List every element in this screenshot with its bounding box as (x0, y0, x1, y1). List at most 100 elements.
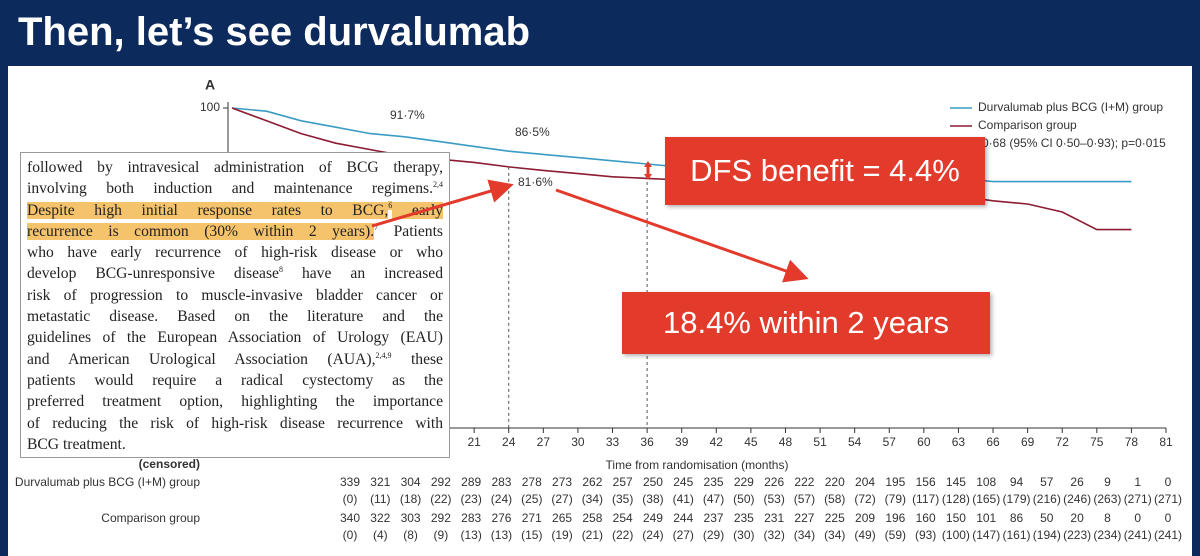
text-segment: metastatic disease. Based on the literat… (27, 308, 443, 326)
risk-censored: (241) (1124, 528, 1152, 542)
risk-censored: (47) (703, 492, 724, 506)
x-tick-label: 45 (744, 435, 758, 449)
risk-count: 322 (370, 511, 390, 525)
risk-censored: (41) (673, 492, 694, 506)
risk-header: (censored) (139, 457, 200, 471)
risk-censored: (0) (343, 528, 358, 542)
x-axis-label: Time from randomisation (months) (606, 458, 789, 472)
text-line: patients would require a radical cystect… (27, 370, 443, 391)
x-tick-label: 78 (1125, 435, 1139, 449)
annotation: 86·5% (515, 125, 550, 139)
text-segment: BCG treatment. (27, 435, 126, 453)
risk-censored: (223) (1063, 528, 1091, 542)
risk-censored: (34) (824, 528, 845, 542)
risk-censored: (27) (673, 528, 694, 542)
risk-count: 292 (431, 475, 451, 489)
superscript: 2,4 (433, 180, 443, 190)
risk-count: 145 (946, 475, 966, 489)
risk-censored: (165) (972, 492, 1000, 506)
text-segment: and American Urological Association (AUA… (27, 350, 376, 368)
risk-count: 101 (976, 511, 996, 525)
risk-censored: (179) (1003, 492, 1031, 506)
text-segment: recurrence is common (30% within 2 years… (27, 222, 375, 240)
risk-count: 8 (1104, 511, 1111, 525)
text-segment: involving both induction and maintenance… (27, 180, 433, 198)
x-tick-label: 81 (1159, 435, 1173, 449)
text-line: Despite high initial response rates to B… (27, 200, 443, 221)
risk-censored: (21) (582, 528, 603, 542)
text-line: guidelines of the European Association o… (27, 327, 443, 348)
risk-censored: (22) (430, 492, 451, 506)
text-segment: develop BCG-unresponsive disease (27, 265, 279, 283)
text-line: of reducing the risk of high-risk diseas… (27, 413, 443, 434)
x-tick-label: 36 (640, 435, 654, 449)
panel-label: A (205, 77, 215, 93)
risk-censored: (35) (612, 492, 633, 506)
text-line: develop BCG-unresponsive disease8 have a… (27, 263, 443, 284)
callout: DFS benefit = 4.4% (665, 137, 985, 205)
x-tick-label: 39 (675, 435, 689, 449)
text-segment: who have early recurrence of high-risk d… (27, 244, 443, 262)
risk-count: 220 (825, 475, 845, 489)
legend-label: Durvalumab plus BCG (I+M) group (978, 100, 1163, 114)
risk-censored: (30) (733, 528, 754, 542)
text-segment: guidelines of the European Association o… (27, 329, 443, 347)
risk-count: 9 (1104, 475, 1111, 489)
text-line: followed by intravesical administration … (27, 157, 443, 178)
text-line: risk of progression to muscle-invasive b… (27, 285, 443, 306)
risk-censored: (9) (434, 528, 449, 542)
risk-censored: (128) (942, 492, 970, 506)
risk-censored: (11) (370, 492, 390, 506)
risk-censored: (216) (1033, 492, 1061, 506)
risk-censored: (263) (1093, 492, 1121, 506)
x-tick-label: 30 (571, 435, 585, 449)
risk-count: 209 (855, 511, 875, 525)
risk-count: 244 (673, 511, 693, 525)
risk-count: 26 (1070, 475, 1084, 489)
x-tick-label: 51 (813, 435, 827, 449)
risk-count: 86 (1010, 511, 1024, 525)
risk-censored: (117) (912, 492, 939, 506)
risk-count: 340 (340, 511, 360, 525)
risk-censored: (22) (612, 528, 633, 542)
text-line: preferred treatment option, highlighting… (27, 391, 443, 412)
risk-censored: (93) (915, 528, 936, 542)
risk-censored: (32) (763, 528, 784, 542)
text-segment: have an increased (282, 265, 443, 283)
risk-censored: (271) (1124, 492, 1152, 506)
risk-count: 196 (885, 511, 905, 525)
risk-censored: (147) (972, 528, 1000, 542)
risk-count: 254 (613, 511, 633, 525)
risk-count: 289 (461, 475, 481, 489)
text-line: and American Urological Association (AUA… (27, 349, 443, 370)
risk-count: 257 (613, 475, 633, 489)
risk-count: 204 (855, 475, 875, 489)
risk-count: 156 (916, 475, 936, 489)
risk-censored: (24) (642, 528, 663, 542)
x-tick-label: 60 (917, 435, 931, 449)
risk-censored: (59) (885, 528, 906, 542)
text-line: involving both induction and maintenance… (27, 178, 443, 199)
risk-count: 0 (1165, 511, 1172, 525)
risk-count: 273 (552, 475, 572, 489)
risk-censored: (19) (551, 528, 572, 542)
risk-censored: (58) (824, 492, 845, 506)
superscript: 8 (278, 265, 283, 275)
risk-count: 20 (1070, 511, 1084, 525)
text-line: who have early recurrence of high-risk d… (27, 242, 443, 263)
risk-count: 339 (340, 475, 360, 489)
risk-count: 283 (461, 511, 481, 525)
risk-count: 321 (370, 475, 390, 489)
risk-count: 271 (522, 511, 542, 525)
x-tick-label: 48 (779, 435, 793, 449)
risk-censored: (241) (1154, 528, 1182, 542)
risk-censored: (34) (582, 492, 603, 506)
risk-censored: (8) (403, 528, 418, 542)
risk-count: 237 (704, 511, 724, 525)
text-segment: early (392, 201, 443, 219)
risk-count: 222 (794, 475, 814, 489)
x-tick-label: 24 (502, 435, 516, 449)
legend-label: Comparison group (978, 118, 1077, 132)
risk-count: 57 (1040, 475, 1054, 489)
